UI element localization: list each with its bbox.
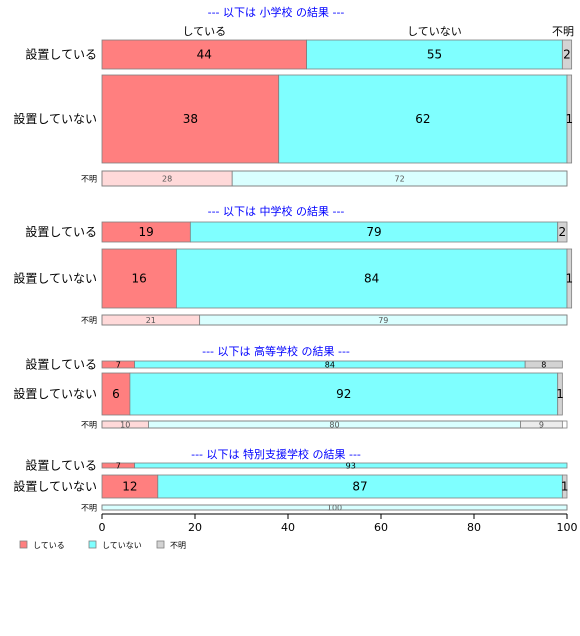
row-label: 不明 xyxy=(81,504,97,513)
legend-label: していない xyxy=(102,541,142,550)
x-tick-label: 80 xyxy=(467,521,481,534)
bar-outline xyxy=(101,314,568,326)
bar-segment xyxy=(129,372,559,416)
bar-outline xyxy=(101,504,568,511)
bar-segment xyxy=(101,248,177,309)
bar-segment xyxy=(561,39,573,70)
data-label: 1 xyxy=(561,480,569,494)
column-header: していない xyxy=(407,25,462,38)
bar-segment xyxy=(566,74,573,164)
row-label: 不明 xyxy=(81,175,97,184)
data-label: 84 xyxy=(325,361,335,370)
data-label: 10 xyxy=(120,421,130,430)
legend-swatch xyxy=(19,540,28,549)
row-label: 設置している xyxy=(25,357,97,372)
legend-swatch xyxy=(156,540,165,549)
data-label: 84 xyxy=(364,272,379,286)
x-tick-label: 100 xyxy=(557,521,578,534)
data-label: 28 xyxy=(162,175,172,184)
bar-segment xyxy=(557,372,563,416)
panel-title: --- 以下は 小学校 の結果 --- xyxy=(208,5,345,19)
data-label: 38 xyxy=(183,112,198,126)
column-header: 不明 xyxy=(552,25,574,38)
bar-segment xyxy=(278,74,568,164)
panel-title: --- 以下は 高等学校 の結果 --- xyxy=(202,344,350,358)
data-label: 72 xyxy=(395,175,405,184)
bar-segment xyxy=(101,39,308,70)
bar-segment xyxy=(566,248,573,309)
data-label: 55 xyxy=(427,48,442,62)
column-header: している xyxy=(182,25,226,38)
data-label: 44 xyxy=(197,48,212,62)
data-label: 8 xyxy=(541,361,546,370)
data-label: 19 xyxy=(139,225,154,239)
bar-segment xyxy=(524,360,563,369)
data-label: 79 xyxy=(378,316,388,325)
data-label: 80 xyxy=(329,421,339,430)
row-label: 設置している xyxy=(25,224,97,239)
legend-label: している xyxy=(33,541,65,550)
panel-title: --- 以下は 中学校 の結果 --- xyxy=(208,204,345,218)
row-label: 設置している xyxy=(25,458,97,473)
data-label: 16 xyxy=(132,272,147,286)
data-label: 2 xyxy=(559,225,567,239)
data-label: 87 xyxy=(352,480,367,494)
x-tick-label: 0 xyxy=(99,521,106,534)
data-label: 100 xyxy=(327,504,342,513)
bar-outline xyxy=(101,420,568,429)
row-label: 設置していない xyxy=(13,386,97,401)
data-label: 7 xyxy=(116,361,121,370)
x-tick-label: 60 xyxy=(374,521,388,534)
data-label: 93 xyxy=(346,462,356,471)
data-label: 1 xyxy=(566,112,574,126)
row-label: 不明 xyxy=(81,316,97,325)
row-label: 設置していない xyxy=(13,111,97,126)
data-label: 1 xyxy=(566,272,574,286)
panel-title: --- 以下は 特別支援学校 の結果 --- xyxy=(191,447,361,461)
bar-segment xyxy=(101,372,131,416)
bar-segment xyxy=(306,39,563,70)
bar-outline xyxy=(101,170,568,187)
bar-segment xyxy=(134,462,568,469)
data-label: 21 xyxy=(146,316,156,325)
data-label: 6 xyxy=(112,387,120,401)
legend-label: 不明 xyxy=(170,541,186,550)
data-label: 92 xyxy=(336,387,351,401)
data-label: 1 xyxy=(556,387,564,401)
x-tick-label: 20 xyxy=(188,521,202,534)
legend-swatch xyxy=(88,540,97,549)
row-label: 設置していない xyxy=(13,271,97,286)
bar-segment xyxy=(557,221,568,243)
x-tick-label: 40 xyxy=(281,521,295,534)
bar-segment xyxy=(561,474,568,499)
data-label: 7 xyxy=(116,462,121,471)
data-label: 12 xyxy=(122,480,137,494)
row-label: 設置している xyxy=(25,47,97,62)
row-label: 設置していない xyxy=(13,479,97,494)
data-label: 79 xyxy=(366,225,381,239)
row-label: 不明 xyxy=(81,421,97,430)
data-label: 9 xyxy=(539,421,544,430)
data-label: 62 xyxy=(415,112,430,126)
bar-segment xyxy=(175,248,568,309)
data-label: 2 xyxy=(563,48,571,62)
